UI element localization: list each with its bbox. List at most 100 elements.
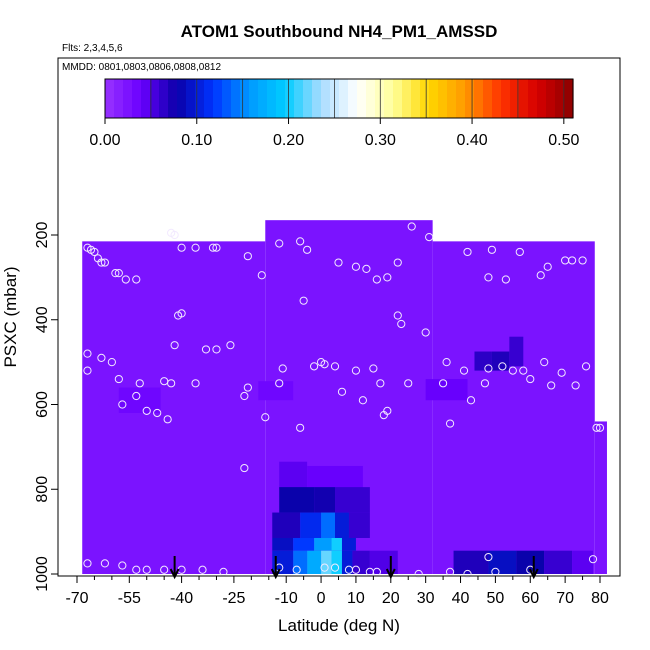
obs-point [191, 243, 200, 252]
obs-point [100, 559, 109, 568]
y-tick-label: 800 [34, 476, 51, 503]
dates-label-bg [60, 59, 235, 75]
obs-point [351, 262, 361, 271]
obs-point [240, 463, 249, 473]
obs-point [90, 247, 99, 257]
obs-point [257, 271, 266, 280]
colorbar-swatch [132, 79, 142, 118]
obs-point [466, 396, 476, 405]
lat-arrow [528, 556, 539, 580]
y-axis: 200 400 600 800 1000 [34, 222, 58, 592]
obs-point [588, 555, 598, 564]
obs-point [445, 419, 455, 428]
colorbar-swatch [384, 79, 394, 118]
heatmap-cell [331, 550, 342, 574]
obs-point [118, 561, 127, 570]
obs-point [484, 364, 493, 373]
colorbar-swatch [501, 79, 511, 118]
colorbar-swatch [168, 79, 178, 118]
colorbar-swatch [294, 79, 304, 118]
colorbar-swatch [519, 79, 529, 118]
obs-point [581, 362, 591, 371]
colorbar-swatch [258, 79, 268, 118]
heatmap-cell [335, 512, 349, 538]
colorbar-swatch [348, 79, 358, 118]
heatmap-cell [348, 512, 370, 538]
colorbar-tick-label: 0.50 [548, 132, 579, 149]
colorbar-tick-label: 0.20 [273, 132, 304, 149]
heatmap-cell [279, 461, 308, 490]
obs-point [83, 559, 92, 568]
heatmap-cell [331, 537, 342, 551]
obs-point [83, 366, 92, 375]
colorbar-swatch [105, 79, 115, 118]
heatmap-cell [544, 550, 573, 574]
obs-point [275, 379, 284, 388]
obs-point [519, 366, 528, 375]
heatmap-cell [118, 387, 161, 413]
colorbar-swatch [447, 79, 457, 118]
obs-point [383, 273, 392, 282]
obs-point [484, 552, 493, 562]
obs-point [212, 243, 221, 252]
obs-point [226, 341, 235, 350]
obs-point [334, 258, 343, 267]
y-tick-label: 600 [34, 391, 51, 418]
heatmap-cell [474, 351, 492, 371]
obs-point [278, 364, 287, 373]
obs-point [421, 328, 430, 337]
x-tick-label: 20 [382, 590, 400, 607]
obs-point [501, 275, 510, 284]
heatmap-cell [300, 512, 322, 538]
obs-point [439, 379, 448, 388]
obs-point [118, 400, 127, 409]
obs-point [160, 565, 169, 574]
colorbar-swatch [141, 79, 151, 118]
obs-point [383, 406, 392, 415]
colorbar-swatch [456, 79, 466, 118]
obs-point [351, 565, 361, 574]
obs-point [243, 383, 252, 392]
heatmap-cell [279, 487, 315, 513]
colorbar-swatch [357, 79, 367, 118]
colorbar-swatch [528, 79, 538, 118]
colorbar-swatch [150, 79, 160, 118]
x-tick-label: -40 [170, 590, 193, 607]
heatmap-cell [307, 550, 322, 574]
obs-point [163, 415, 172, 424]
x-tick-label: 50 [487, 590, 505, 607]
heatmap-cell [82, 241, 266, 574]
heatmap-cell [272, 550, 294, 574]
colorbar-swatch [240, 79, 250, 118]
colorbar-swatch [312, 79, 322, 118]
obs-point [170, 230, 179, 240]
obs-point [362, 264, 371, 273]
obs-point [303, 245, 312, 254]
colorbar-swatch [276, 79, 286, 118]
obs-point [240, 391, 249, 401]
obs-point [153, 408, 162, 418]
lat-arrow [169, 556, 180, 580]
heatmap-cell [341, 537, 356, 551]
colorbar-swatch [411, 79, 421, 118]
x-tick-label: 30 [417, 590, 435, 607]
y-tick-label: 200 [34, 222, 51, 249]
obs-point [337, 387, 347, 396]
obs-point [330, 563, 340, 572]
colorbar-swatch [123, 79, 133, 118]
obs-point [135, 379, 144, 388]
heatmap-cell [272, 512, 301, 538]
colorbar-swatch [366, 79, 376, 118]
colorbar-swatch [159, 79, 169, 118]
obs-point [83, 349, 92, 358]
colorbar-swatch [429, 79, 439, 118]
colorbar-swatch [339, 79, 349, 118]
obs-point [571, 381, 580, 390]
obs-point [508, 366, 517, 375]
colorbar-swatch [438, 79, 448, 118]
heatmap-cell [425, 379, 468, 401]
obs-point [425, 233, 434, 242]
obs-point [114, 374, 123, 384]
heatmap-cell [491, 351, 510, 371]
obs-point [393, 258, 402, 267]
